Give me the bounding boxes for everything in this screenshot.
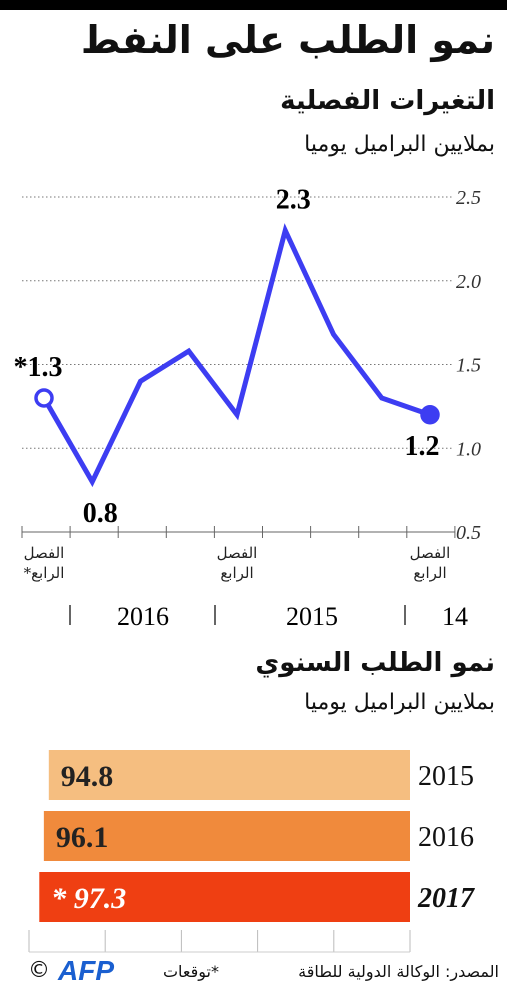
y-tick-label: 2016 (418, 822, 474, 853)
bar (48, 750, 410, 800)
y-tick-label: 1.5 (456, 355, 481, 377)
main-title: نمو الطلب على النفط (80, 18, 495, 62)
note: *توقعات (162, 962, 219, 981)
x-tick-label: الفصل الرابع* (23, 544, 65, 582)
y-tick-label: 2.5 (456, 187, 481, 209)
top-bar (0, 0, 507, 10)
year-label: 2016 (117, 602, 169, 631)
data-label: * 97.3 (51, 882, 126, 915)
y-tick-label: 2017 (417, 883, 475, 914)
data-label: 2.3 (276, 185, 311, 216)
data-label: *1.3 (14, 352, 63, 383)
copyright: © (28, 958, 50, 983)
y-tick-label: 1.0 (456, 438, 481, 460)
data-label: 0.8 (83, 498, 118, 529)
afp-logo: AFP (58, 955, 114, 986)
data-line (41, 223, 431, 488)
data-point (34, 388, 54, 408)
x-tick-label: الفصل الرابع (216, 544, 258, 582)
data-label: 96.1 (56, 821, 109, 854)
bar (43, 811, 410, 861)
data-point (420, 405, 440, 425)
y-tick-label: 2.0 (456, 271, 481, 293)
x-tick-label: الفصل الرابع (409, 544, 451, 582)
year-label: 2015 (286, 602, 338, 631)
y-tick-label: 2015 (418, 761, 474, 792)
y-tick-label: 0.5 (456, 522, 481, 544)
year-label: 14 (442, 602, 468, 631)
bar-subtitle: بملايين البراميل يوميا (304, 690, 495, 715)
source: المصدر: الوكالة الدولية للطاقة (298, 962, 499, 981)
bar-title: نمو الطلب السنوي (255, 648, 495, 678)
line-title: التغيرات الفصلية (280, 86, 495, 116)
line-subtitle: بملايين البراميل يوميا (304, 132, 495, 157)
data-label: 94.8 (61, 760, 113, 793)
bar (39, 872, 411, 922)
data-label: 1.2 (405, 431, 440, 462)
